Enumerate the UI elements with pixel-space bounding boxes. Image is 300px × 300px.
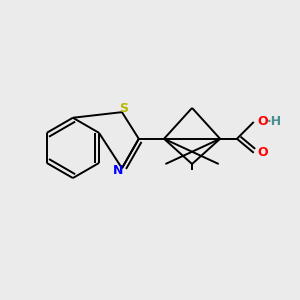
Text: O: O bbox=[257, 146, 268, 159]
Text: O: O bbox=[257, 116, 268, 128]
Text: S: S bbox=[119, 102, 128, 115]
Text: ·H: ·H bbox=[267, 115, 282, 128]
Text: N: N bbox=[113, 164, 124, 177]
